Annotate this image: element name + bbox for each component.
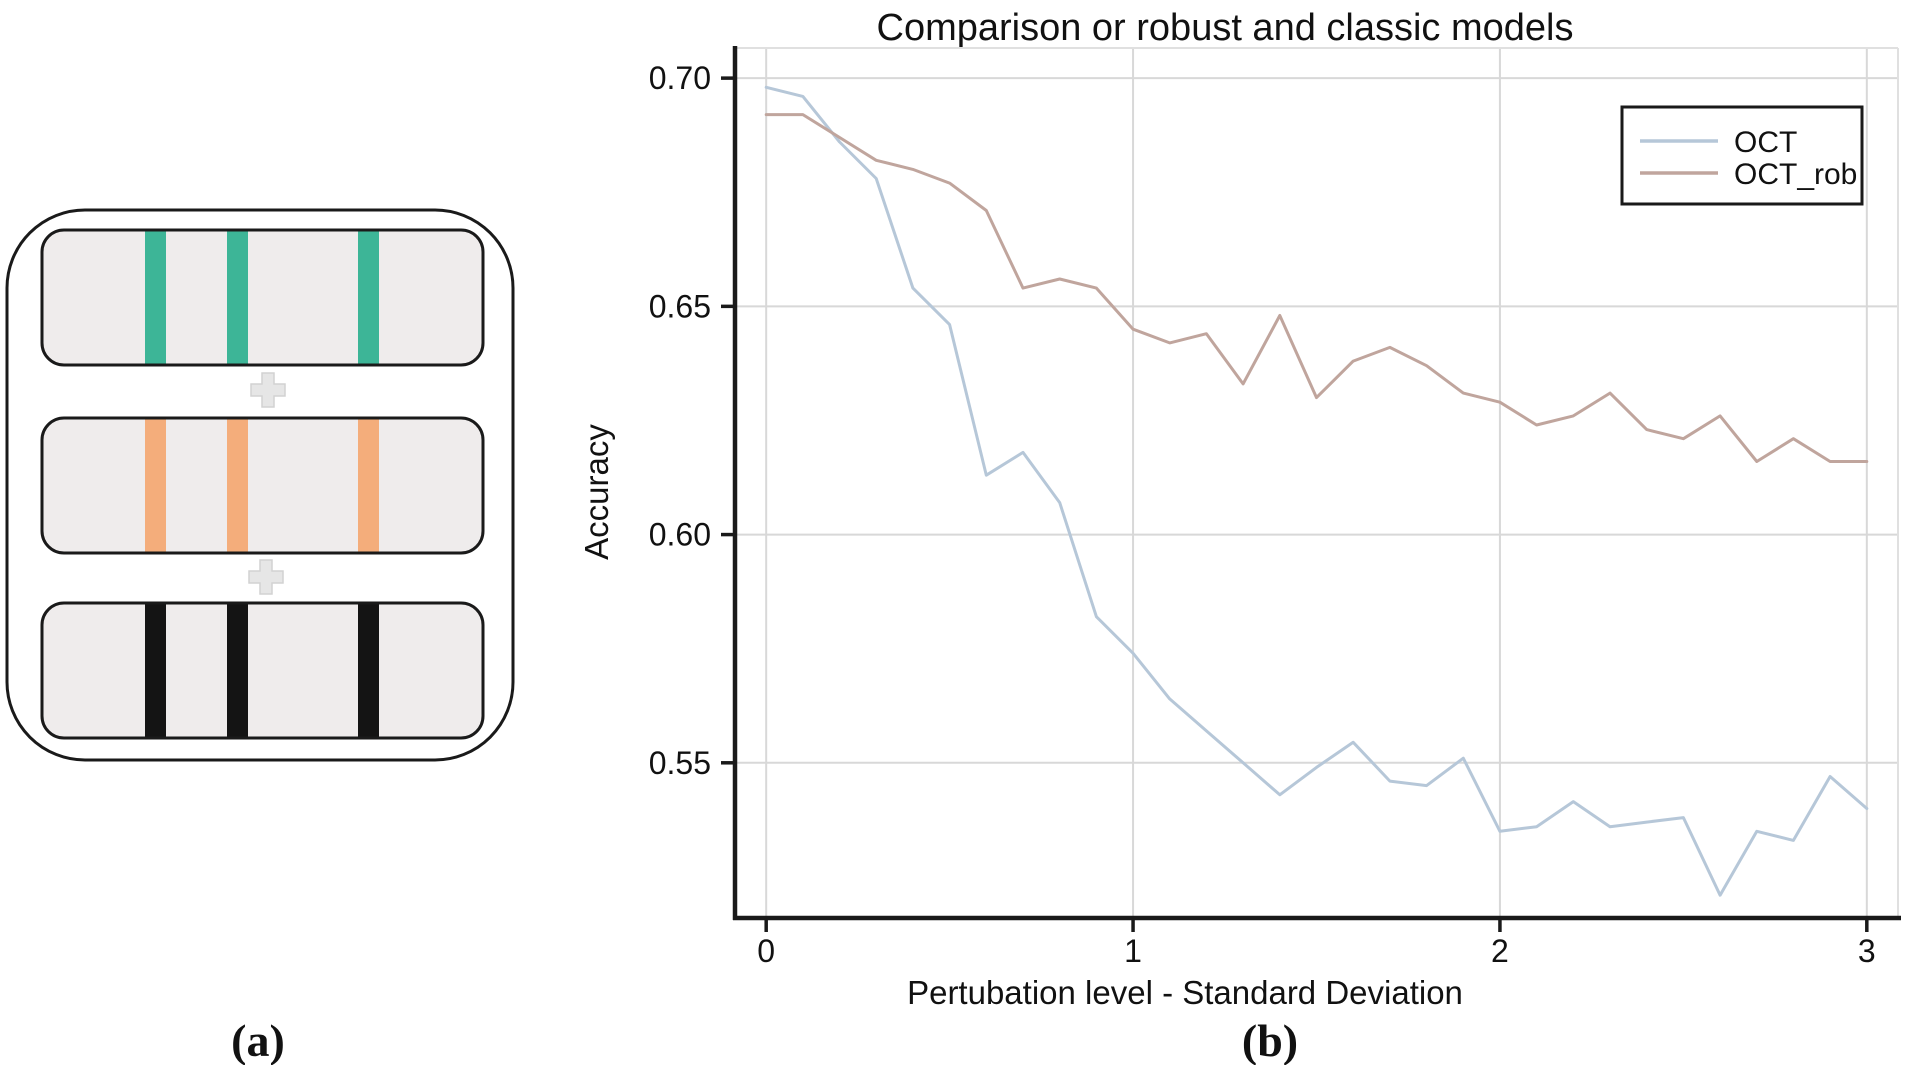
panel-a-label: (a) xyxy=(231,1015,285,1065)
strip-border xyxy=(40,601,485,740)
strip-border xyxy=(40,416,485,555)
band-bar xyxy=(358,416,379,555)
legend-box xyxy=(1620,105,1864,206)
strip-body xyxy=(42,603,483,738)
band-bar xyxy=(227,601,248,740)
legend: OCT OCT_rob xyxy=(1620,105,1864,206)
plus-icon xyxy=(248,559,284,595)
plus-icon xyxy=(250,372,286,408)
panel-b-label: (b) xyxy=(1242,1015,1298,1065)
x-tick-label: 1 xyxy=(1124,933,1142,969)
band-bar xyxy=(358,228,379,367)
band-bar xyxy=(227,416,248,555)
strip-teal xyxy=(40,228,485,367)
panel-a xyxy=(5,208,515,762)
x-tick-label: 0 xyxy=(757,933,775,969)
y-tick-label: 0.65 xyxy=(649,288,711,324)
strip-orange xyxy=(40,416,485,555)
series-line-OCT xyxy=(764,85,1869,897)
strip-body xyxy=(42,230,483,365)
band-bar xyxy=(145,416,166,555)
strip-body xyxy=(42,418,483,553)
band-bar xyxy=(145,601,166,740)
x-tick-label: 3 xyxy=(1858,933,1876,969)
y-tick-label: 0.55 xyxy=(649,745,711,781)
gridlines xyxy=(735,48,1898,918)
chart-title: Comparison or robust and classic models xyxy=(877,7,1574,49)
legend-label-oct: OCT xyxy=(1734,126,1797,159)
strip-border xyxy=(40,228,485,367)
band-bar xyxy=(227,228,248,367)
y-tick-label: 0.70 xyxy=(649,60,711,96)
y-tick-label: 0.60 xyxy=(649,517,711,553)
legend-label-oct-rob: OCT_rob xyxy=(1734,158,1857,191)
band-bar xyxy=(358,601,379,740)
y-axis-label: Accuracy xyxy=(578,424,615,560)
series-lines xyxy=(764,85,1869,897)
x-tick-label: 2 xyxy=(1491,933,1509,969)
strip-black xyxy=(40,601,485,740)
panel-b-chart: Comparison or robust and classic models … xyxy=(578,7,1901,1011)
band-bar xyxy=(145,228,166,367)
axis-ticks: 0 1 2 3 0.70 0.65 0.60 0.55 xyxy=(649,60,1876,969)
x-axis-label: Pertubation level - Standard Deviation xyxy=(907,974,1463,1011)
series-line-OCT_rob xyxy=(764,113,1869,463)
